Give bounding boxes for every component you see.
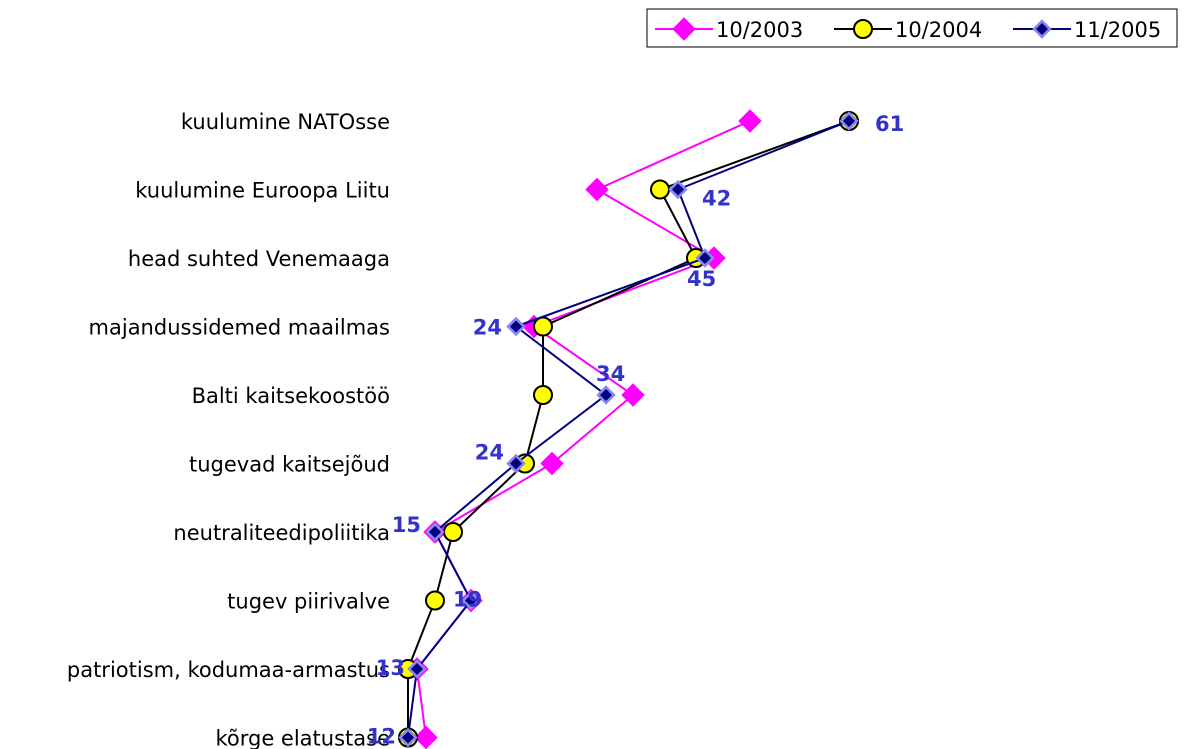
series-marker xyxy=(414,725,438,749)
series-marker xyxy=(585,177,609,202)
category-label: patriotism, kodumaa-armastus xyxy=(67,658,390,682)
series-layer xyxy=(398,109,859,749)
series-marker xyxy=(540,451,564,476)
data-label: 12 xyxy=(367,725,396,749)
series-marker-core xyxy=(672,183,684,196)
data-labels: 61 42 45 24 34 24 15 19 13 12 xyxy=(367,112,904,749)
data-label: 13 xyxy=(376,656,405,680)
series-line xyxy=(407,120,850,738)
legend-item: 11/2005 xyxy=(1013,18,1161,42)
legend-item: 10/2003 xyxy=(655,17,803,42)
category-label: kuulumine NATOsse xyxy=(181,110,390,134)
category-label: head suhted Venemaaga xyxy=(128,247,390,271)
legend: 10/2003 10/2004 11/2005 xyxy=(646,8,1178,48)
series-marker xyxy=(533,316,553,337)
data-label: 34 xyxy=(596,362,625,386)
category-label: tugevad kaitsejõud xyxy=(189,453,390,477)
category-label: neutraliteedipoliitika xyxy=(173,521,390,545)
category-label: tugev piirivalve xyxy=(227,590,390,614)
legend-swatch-marker xyxy=(853,19,873,39)
legend-item: 10/2004 xyxy=(834,18,982,42)
data-label: 45 xyxy=(687,267,716,291)
legend-label: 10/2003 xyxy=(716,18,803,42)
series-marker-core xyxy=(699,252,711,264)
series-marker-core xyxy=(429,526,441,538)
series-line xyxy=(407,120,850,738)
data-label: 24 xyxy=(475,441,504,465)
series-marker xyxy=(621,383,645,407)
category-label: Balti kaitsekoostöö xyxy=(192,384,390,408)
category-labels: kuulumine NATOsse kuulumine Euroopa Liitu… xyxy=(67,110,390,749)
series-marker xyxy=(738,109,762,133)
series-marker xyxy=(533,385,553,405)
data-label: 61 xyxy=(875,112,904,136)
series-line xyxy=(415,120,751,738)
series-marker-core xyxy=(843,115,855,127)
category-label: majandussidemed maailmas xyxy=(89,316,390,340)
category-label: kõrge elatustase xyxy=(215,727,390,749)
series-2 xyxy=(398,111,859,748)
series-marker-core xyxy=(465,594,477,607)
data-label: 42 xyxy=(702,187,731,211)
series-marker-core xyxy=(600,389,612,401)
series-marker-core xyxy=(402,731,414,744)
series-marker xyxy=(425,590,445,611)
data-label: 24 xyxy=(473,316,502,340)
data-label: 15 xyxy=(392,513,421,537)
data-label: 19 xyxy=(453,588,482,612)
series-marker xyxy=(443,522,463,542)
category-label: kuulumine Euroopa Liitu xyxy=(135,179,390,203)
series-marker xyxy=(650,179,670,200)
legend-label: 10/2004 xyxy=(895,18,982,42)
legend-swatch-marker xyxy=(672,17,696,41)
series-marker-core xyxy=(411,663,423,675)
series-marker-core xyxy=(510,457,522,470)
series-marker-core xyxy=(510,320,522,333)
legend-label: 11/2005 xyxy=(1074,18,1161,42)
legend-box xyxy=(646,8,1178,48)
legend-swatch-marker-core xyxy=(1036,23,1048,35)
